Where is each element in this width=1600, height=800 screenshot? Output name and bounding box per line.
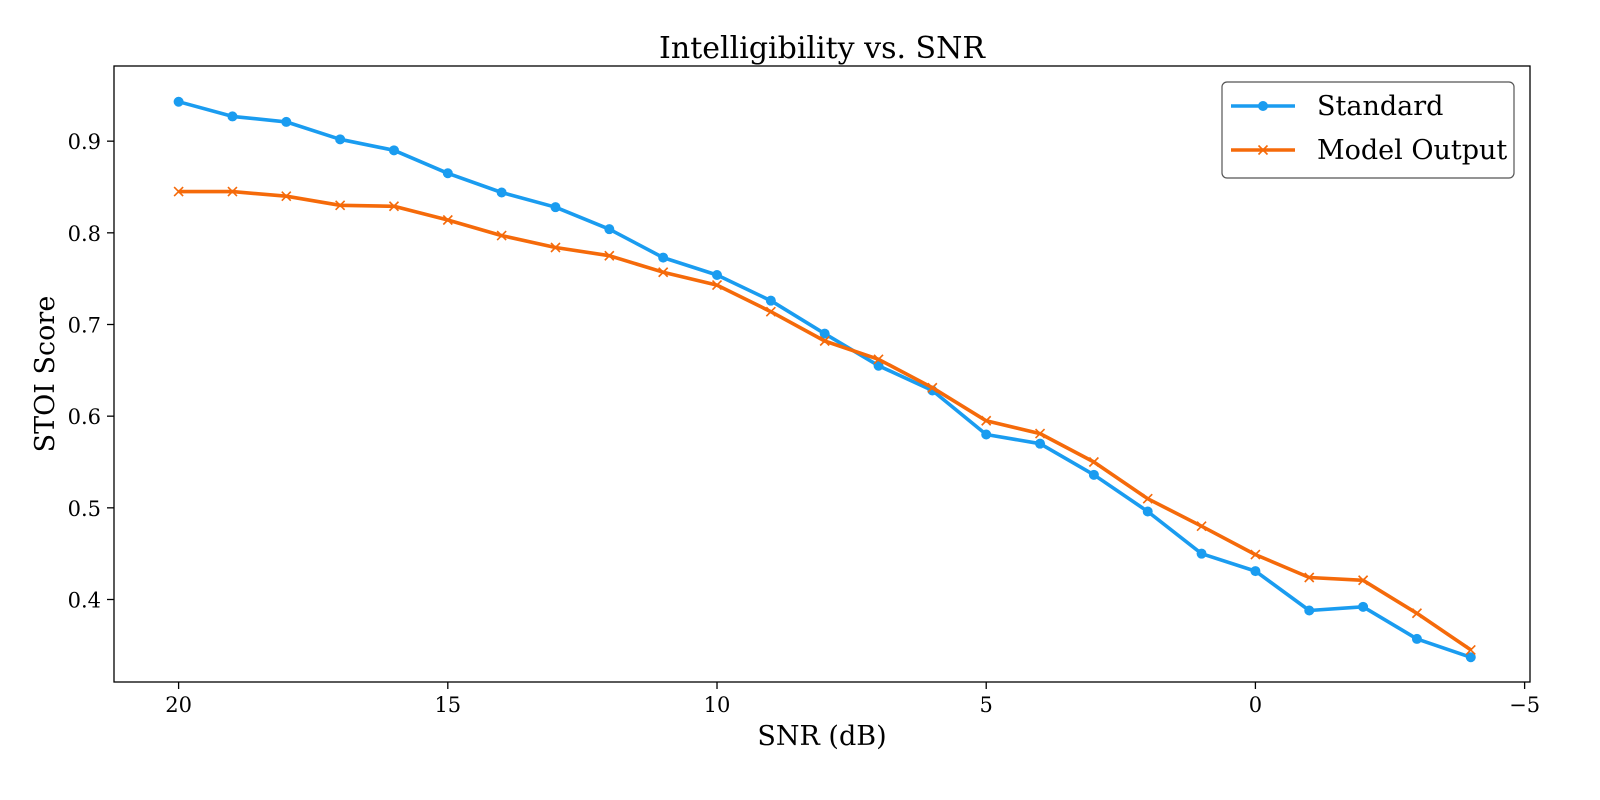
legend-label: Model Output [1317,135,1507,166]
data-point [1142,506,1153,517]
data-point [335,134,346,145]
data-point [227,111,238,122]
y-tick-label: 0.8 [68,222,101,246]
data-point [1088,456,1099,468]
data-point [1250,549,1261,560]
data-point [1411,608,1423,619]
series-line [178,99,1472,660]
data-point [1465,652,1476,663]
data-point [981,415,992,426]
data-point [658,252,669,263]
series-layer [173,96,1476,663]
data-point [442,214,453,226]
chart-title: Intelligibility vs. SNR [659,31,986,66]
data-point [388,145,399,156]
y-tick-label: 0.4 [68,589,101,613]
data-point [227,186,238,197]
x-axis-label: SNR (dB) [757,721,886,752]
data-point [765,306,776,317]
data-point [281,191,292,202]
data-point [604,250,615,261]
plot-frame [113,65,1531,683]
legend-item: Model Output [1231,135,1507,166]
data-point [550,242,561,253]
data-point [658,267,669,278]
data-point [442,168,453,179]
data-point [335,200,346,211]
data-point [1196,548,1207,559]
x-tick-label: 5 [980,693,993,717]
data-point [1142,493,1153,504]
x-tick-label: 10 [704,693,731,717]
data-point [873,354,884,365]
y-axis: 0.4 0.5 0.6 0.7 0.8 0.9 [68,130,114,613]
y-tick-label: 0.6 [68,405,101,429]
data-point [1358,601,1369,612]
data-point [1034,428,1046,439]
x-tick-label: 0 [1249,693,1262,717]
y-tick-label: 0.9 [68,130,101,154]
data-point [1411,633,1422,644]
series-line [178,189,1472,652]
data-point [712,270,723,280]
x-tick-label: 20 [165,693,192,717]
x-axis: 20 15 10 5 0 −5 [165,682,1540,717]
data-point [1035,438,1046,449]
data-point [765,295,776,306]
data-point [388,201,400,212]
data-point [1196,521,1207,532]
data-point [873,360,884,371]
data-point [604,224,615,235]
y-tick-label: 0.5 [68,497,101,521]
data-point [981,429,992,440]
data-point [927,382,938,393]
data-point [496,187,507,198]
data-point [1465,644,1476,655]
data-point [173,186,184,197]
data-point [550,202,561,213]
data-point [711,280,723,291]
legend-label: Standard [1317,91,1443,122]
data-point [173,96,184,107]
y-axis-label: STOI Score [30,296,61,453]
legend-item: Standard [1231,91,1443,122]
data-point [1257,144,1269,156]
legend: Standard Model Output [1221,81,1515,179]
data-point [1358,575,1369,586]
data-point [1304,605,1315,616]
data-point [1088,469,1099,480]
data-point [1304,572,1315,583]
series-standard [173,96,1476,663]
data-point [281,116,292,127]
data-point [496,230,507,241]
series-model-output [173,186,1476,655]
y-tick-label: 0.7 [68,314,101,338]
x-tick-label: 15 [434,693,461,717]
x-tick-label: −5 [1509,693,1540,717]
data-point [819,335,830,347]
data-point [819,328,830,339]
data-point [1258,101,1268,111]
data-point [1250,566,1261,577]
